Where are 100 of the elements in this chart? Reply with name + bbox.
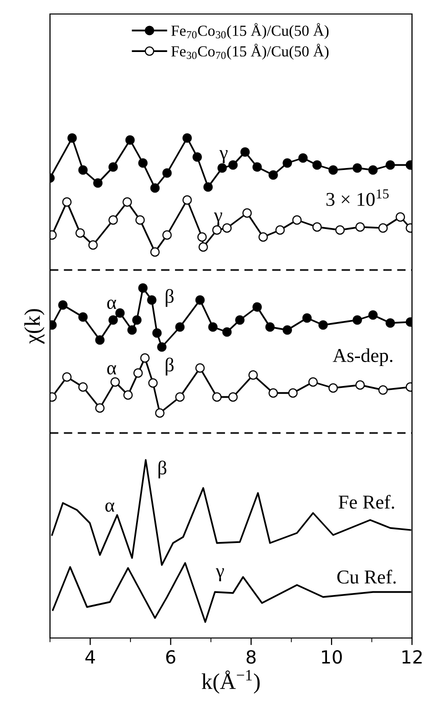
point xyxy=(123,390,133,400)
point xyxy=(235,315,245,325)
point xyxy=(95,403,105,413)
point xyxy=(62,197,72,207)
point xyxy=(292,215,302,225)
point xyxy=(175,322,185,332)
annotation: Cu Ref. xyxy=(337,570,396,584)
point xyxy=(378,223,388,233)
point xyxy=(88,240,98,250)
x-tick-label: 10 xyxy=(322,650,342,664)
point xyxy=(175,392,185,402)
point xyxy=(312,222,322,232)
point xyxy=(138,283,148,293)
point xyxy=(275,225,285,235)
point xyxy=(308,377,318,387)
point xyxy=(182,195,192,205)
x-tick-label: 8 xyxy=(246,650,256,664)
point xyxy=(386,160,395,170)
annotation: γ xyxy=(219,150,228,164)
point xyxy=(228,160,238,170)
annotation: As-dep. xyxy=(332,348,392,366)
point xyxy=(67,133,77,143)
point xyxy=(265,322,275,332)
point xyxy=(248,370,258,380)
point xyxy=(217,163,227,173)
point xyxy=(355,380,365,390)
point xyxy=(148,378,158,388)
legend-label: Fe$_{30}$Co$_{70}$(15 Å)/Cu(50 Å) xyxy=(171,44,329,60)
point xyxy=(195,363,205,373)
point xyxy=(110,377,120,387)
point xyxy=(122,197,132,207)
point xyxy=(328,383,338,393)
point xyxy=(252,162,262,172)
annotation: 3 × 10$^{15}$ xyxy=(326,189,389,206)
point xyxy=(150,247,160,257)
point xyxy=(335,225,345,235)
annotation: α xyxy=(105,502,114,512)
point xyxy=(58,300,68,310)
annotation: α xyxy=(107,300,116,310)
point xyxy=(108,215,118,225)
point xyxy=(355,222,365,232)
legend-label: Fe$_{70}$Co$_{30}$(15 Å)/Cu(50 Å) xyxy=(171,23,329,40)
annotation: Fe Ref. xyxy=(338,494,394,509)
point xyxy=(318,320,328,330)
point xyxy=(312,160,322,170)
point xyxy=(268,388,278,398)
point xyxy=(268,170,278,180)
point xyxy=(240,147,250,157)
point xyxy=(212,392,222,402)
point xyxy=(108,315,118,325)
point xyxy=(228,392,238,402)
point xyxy=(203,182,213,192)
point xyxy=(93,178,103,188)
point xyxy=(62,372,72,382)
point xyxy=(396,212,406,222)
point xyxy=(138,158,148,168)
annotation: α xyxy=(107,365,116,375)
point xyxy=(133,368,143,378)
point xyxy=(222,327,232,337)
point xyxy=(115,308,125,318)
point xyxy=(328,165,338,175)
point xyxy=(288,388,298,398)
annotation: γ xyxy=(214,212,222,226)
point xyxy=(298,153,308,163)
point xyxy=(108,162,118,172)
x-tick-label: 4 xyxy=(85,650,95,664)
point xyxy=(162,230,172,240)
x-tick-label: 12 xyxy=(402,650,422,664)
point xyxy=(197,232,207,242)
point xyxy=(258,232,268,242)
point xyxy=(75,228,85,238)
annotation: β xyxy=(158,460,166,478)
annotation: β xyxy=(166,358,174,376)
point xyxy=(198,242,208,252)
point xyxy=(125,135,135,145)
x-tick-label: 6 xyxy=(166,650,176,664)
point xyxy=(386,318,395,328)
point xyxy=(192,152,202,162)
point xyxy=(78,312,88,322)
point xyxy=(242,208,252,218)
point xyxy=(182,133,192,143)
y-axis-title: χ(k) xyxy=(24,309,44,344)
point xyxy=(352,163,362,173)
point xyxy=(352,315,362,325)
point xyxy=(147,295,156,305)
point xyxy=(368,165,378,175)
point xyxy=(157,342,167,352)
point xyxy=(150,183,160,193)
point xyxy=(162,168,172,178)
point xyxy=(132,315,142,325)
point xyxy=(222,223,232,233)
point xyxy=(282,325,292,335)
point xyxy=(378,385,388,395)
x-axis-title: k(Å$^{−1}$) xyxy=(202,670,260,694)
annotation: γ xyxy=(216,568,224,582)
point xyxy=(302,313,312,323)
point xyxy=(140,353,150,363)
point xyxy=(368,310,378,320)
point xyxy=(78,382,88,392)
point xyxy=(212,225,222,235)
